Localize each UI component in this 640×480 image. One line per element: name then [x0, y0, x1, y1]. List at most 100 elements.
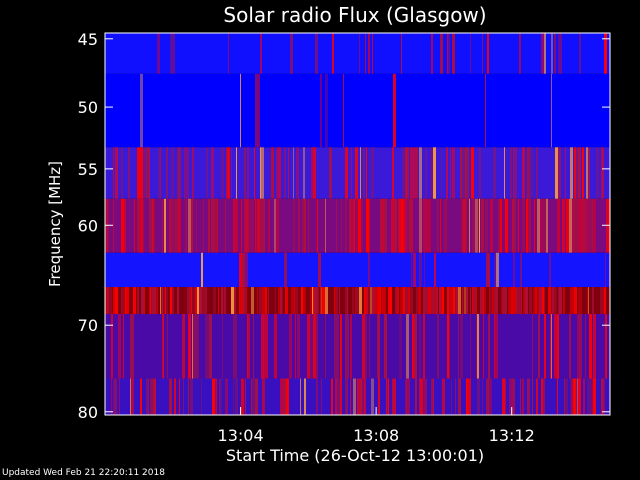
heatmap-stripe: [530, 147, 533, 199]
heatmap-stripe: [160, 287, 161, 314]
heatmap-stripe: [137, 287, 139, 314]
heatmap-stripe: [569, 198, 572, 253]
heatmap-stripe: [369, 313, 370, 379]
heatmap-stripe: [311, 147, 313, 199]
heatmap-stripe: [557, 378, 558, 415]
heatmap-stripe: [566, 198, 569, 253]
heatmap-stripe: [134, 198, 135, 253]
heatmap-stripe: [233, 378, 234, 415]
heatmap-stripe: [368, 287, 370, 314]
heatmap-stripe: [492, 287, 494, 314]
heatmap-stripe: [502, 378, 503, 415]
heatmap-stripe: [558, 287, 559, 314]
heatmap-stripe: [470, 287, 471, 314]
heatmap-stripe: [233, 313, 234, 379]
heatmap-stripe: [307, 313, 310, 379]
heatmap-stripe: [313, 313, 316, 379]
heatmap-stripe: [113, 147, 114, 199]
y-axis-label: Frequency [MHz]: [46, 161, 64, 287]
heatmap-stripe: [522, 198, 525, 253]
heatmap-stripe: [399, 198, 401, 253]
heatmap-stripe: [205, 287, 207, 314]
heatmap-stripe: [551, 73, 552, 148]
heatmap-stripe: [267, 313, 268, 379]
x-tick-label: 13:08: [353, 426, 399, 445]
heatmap-stripe: [164, 198, 166, 253]
heatmap-stripe: [544, 33, 546, 74]
heatmap-stripe: [372, 287, 375, 314]
heatmap-stripe: [460, 313, 463, 379]
heatmap-stripe: [151, 287, 152, 314]
heatmap-stripe: [143, 147, 146, 199]
heatmap-stripe: [516, 287, 517, 314]
heatmap-stripe: [453, 287, 455, 314]
heatmap-stripe: [472, 287, 473, 314]
heatmap-stripe: [187, 147, 189, 199]
heatmap-stripe: [179, 198, 181, 253]
heatmap-stripe: [162, 287, 163, 314]
heatmap-stripe: [411, 252, 412, 288]
heatmap-stripe: [608, 198, 610, 253]
heatmap-stripe: [587, 378, 590, 415]
heatmap-stripe: [406, 198, 407, 253]
heatmap-stripe: [235, 198, 238, 253]
heatmap-stripe: [121, 198, 123, 253]
heatmap-stripe: [320, 73, 322, 148]
heatmap-stripe: [133, 313, 134, 379]
heatmap-stripe: [449, 313, 450, 379]
heatmap-stripe: [245, 378, 246, 415]
heatmap-stripe: [425, 287, 428, 314]
heatmap-stripe: [345, 198, 347, 253]
heatmap-stripe: [368, 252, 370, 288]
heatmap-stripe: [265, 287, 267, 314]
heatmap-stripe: [367, 287, 368, 314]
heatmap-stripe: [178, 147, 181, 199]
heatmap-stripe: [518, 198, 519, 253]
heatmap-stripe: [118, 313, 121, 379]
heatmap-stripe: [496, 252, 499, 288]
heatmap-stripe: [417, 147, 418, 199]
heatmap-stripe: [489, 378, 492, 415]
heatmap-stripe: [415, 147, 417, 199]
heatmap-stripe: [483, 313, 484, 379]
heatmap-stripe: [290, 33, 293, 74]
heatmap-stripe: [264, 313, 267, 379]
heatmap-stripe: [184, 147, 187, 199]
heatmap-stripe: [182, 313, 183, 379]
heatmap-stripe: [360, 378, 362, 415]
heatmap-stripe: [490, 198, 493, 253]
heatmap-stripe: [463, 198, 465, 253]
heatmap-stripe: [369, 198, 370, 253]
heatmap-stripe: [107, 198, 108, 253]
heatmap-stripe: [378, 287, 381, 314]
heatmap-stripe: [183, 378, 184, 415]
heatmap-stripe: [242, 252, 245, 288]
heatmap-stripe: [536, 378, 538, 415]
heatmap-stripe: [158, 147, 160, 199]
heatmap-stripe: [318, 252, 321, 288]
heatmap-stripe: [488, 378, 489, 415]
heatmap-stripe: [466, 147, 469, 199]
heatmap-stripe: [479, 147, 481, 199]
heatmap-stripe: [387, 378, 388, 415]
heatmap-stripe: [377, 313, 378, 379]
heatmap-stripe: [126, 287, 129, 314]
heatmap-stripe: [451, 378, 452, 415]
heatmap-stripe: [152, 287, 155, 314]
heatmap-stripe: [188, 378, 189, 415]
heatmap-stripe: [412, 313, 414, 379]
heatmap-stripe: [361, 198, 363, 253]
heatmap-stripe: [179, 378, 180, 415]
heatmap-stripe: [108, 198, 109, 253]
heatmap-stripe: [130, 378, 131, 415]
heatmap-stripe: [543, 378, 545, 415]
heatmap-stripe: [170, 33, 172, 74]
heatmap-stripe: [420, 378, 423, 415]
heatmap-stripe: [274, 313, 277, 379]
heatmap-stripe: [579, 287, 582, 314]
heatmap-stripe: [119, 378, 120, 415]
heatmap-stripe: [590, 378, 592, 415]
heatmap-stripe: [563, 287, 565, 314]
heatmap-stripe: [476, 313, 477, 379]
heatmap-stripe: [578, 198, 580, 253]
